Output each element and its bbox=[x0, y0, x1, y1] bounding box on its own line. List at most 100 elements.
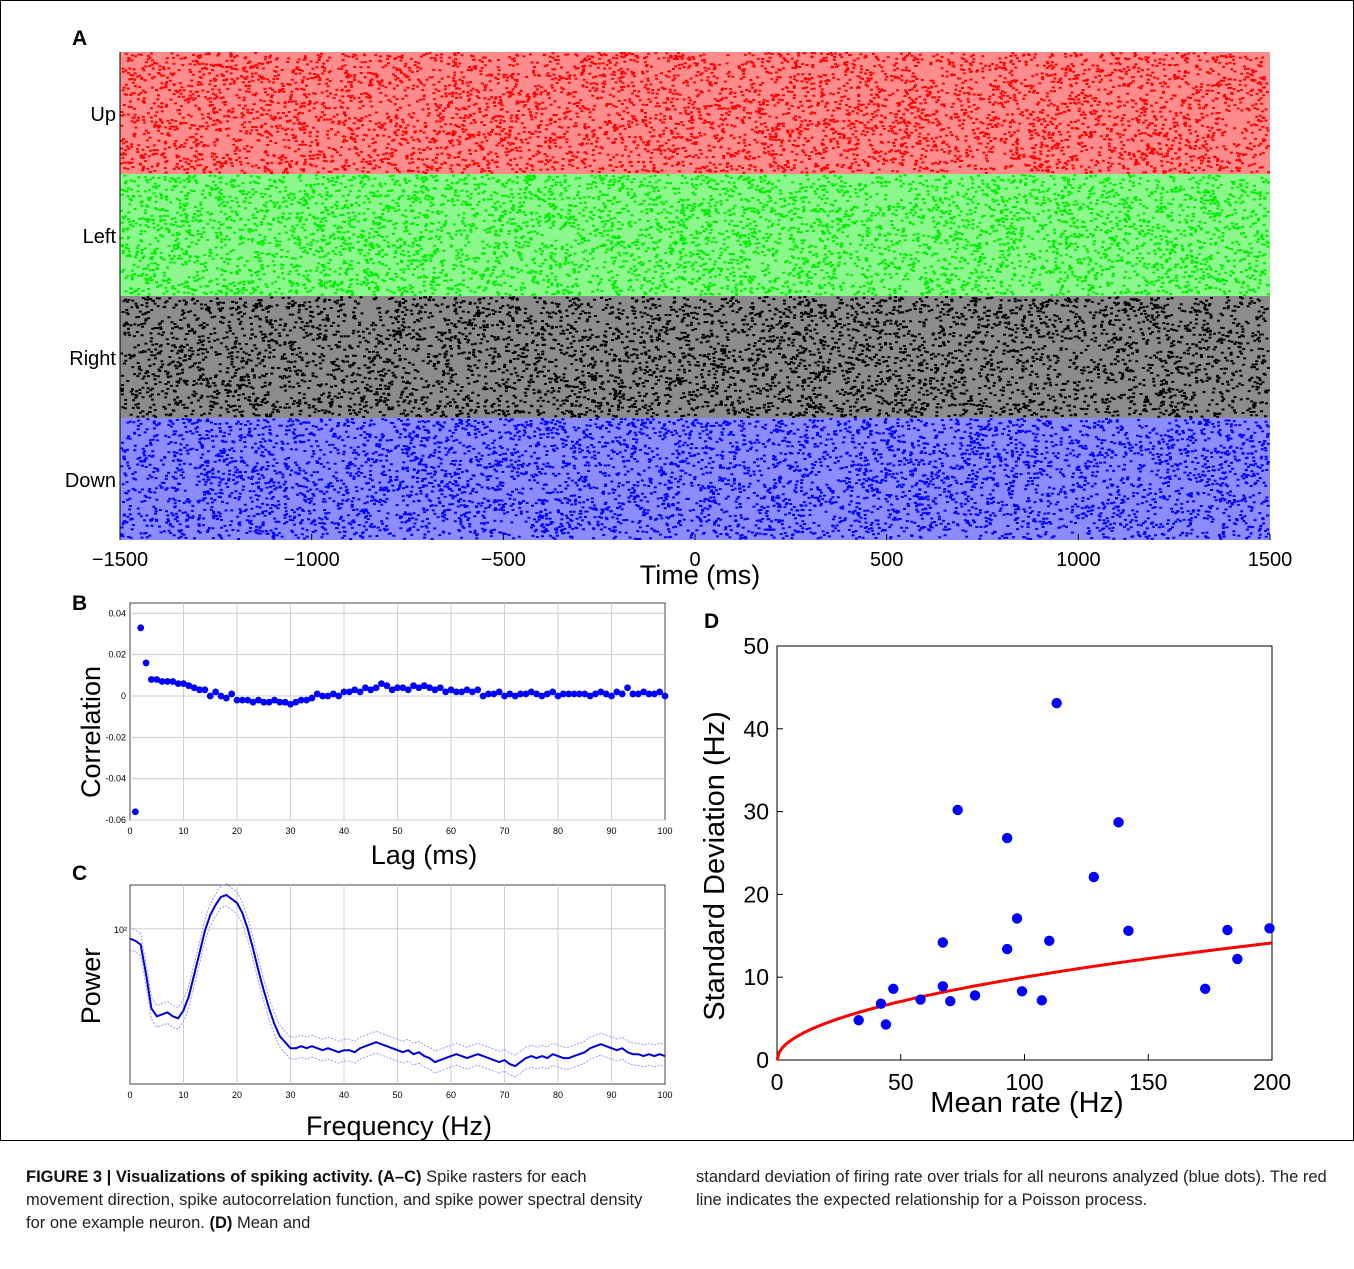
y-tick-label: 0.04 bbox=[108, 608, 126, 618]
autocorr-point bbox=[543, 690, 551, 698]
autocorr-point bbox=[388, 686, 396, 694]
panel-label-d: D bbox=[704, 610, 719, 633]
x-tick-label: 80 bbox=[553, 1090, 563, 1100]
raster-plot bbox=[119, 52, 1271, 540]
autocorr-point bbox=[335, 692, 343, 700]
autocorr-point bbox=[249, 698, 257, 706]
caption-text-2: Mean and bbox=[236, 1214, 311, 1232]
x-tick-label: 60 bbox=[446, 826, 456, 836]
autocorr-point bbox=[255, 696, 262, 704]
raster-band-right bbox=[120, 296, 1271, 418]
x-tick-label: 0 bbox=[127, 1090, 132, 1100]
autocorr-point bbox=[185, 682, 193, 690]
raster-spikes bbox=[120, 52, 1271, 174]
autocorr-point bbox=[645, 690, 653, 698]
panel-label-c: C bbox=[72, 862, 87, 885]
autocorr-point bbox=[613, 688, 621, 696]
autocorr-point bbox=[447, 686, 455, 694]
autocorr-point bbox=[378, 680, 385, 687]
raster-x-tick-label: −1500 bbox=[92, 549, 148, 571]
power-spectrum-line bbox=[129, 893, 666, 1068]
figure-caption-left: FIGURE 3 | Visualizations of spiking act… bbox=[26, 1166, 656, 1235]
autocorr-point bbox=[137, 624, 145, 632]
autocorr-point bbox=[169, 678, 177, 685]
x-tick-label: 80 bbox=[553, 826, 563, 836]
y-tick-label: 0 bbox=[121, 691, 126, 701]
y-tick-label: -0.02 bbox=[105, 732, 126, 742]
neuron-point bbox=[1232, 953, 1243, 965]
autocorr-point bbox=[431, 686, 439, 694]
neuron-point bbox=[937, 981, 949, 992]
power-y-label: Power bbox=[76, 948, 106, 1025]
autocorr-point bbox=[436, 684, 444, 692]
autocorr-point bbox=[345, 688, 353, 696]
autocorr-point bbox=[501, 692, 508, 700]
autocorr-point bbox=[276, 698, 284, 706]
autocorr-point bbox=[458, 688, 466, 696]
raster-band-up bbox=[120, 52, 1271, 174]
x-tick-label: 70 bbox=[499, 826, 509, 836]
y-tick-label: -0.06 bbox=[105, 815, 126, 825]
autocorr-point bbox=[292, 698, 300, 706]
raster-x-tick-label: 1500 bbox=[1248, 549, 1293, 571]
autocorr-x-label: Lag (ms) bbox=[371, 840, 478, 870]
autocorr-point bbox=[538, 692, 546, 700]
x-tick-label: 70 bbox=[499, 1090, 509, 1100]
autocorr-point bbox=[586, 692, 594, 700]
neuron-point bbox=[853, 1015, 864, 1026]
raster-band-fill bbox=[120, 52, 1270, 174]
autocorr-point bbox=[367, 686, 375, 694]
autocorr-point bbox=[233, 696, 241, 704]
x-tick-label: 30 bbox=[285, 1090, 295, 1100]
neuron-point bbox=[1264, 923, 1275, 934]
autocorr-point bbox=[356, 688, 364, 696]
autocorr-point bbox=[592, 690, 599, 698]
autocorr-point bbox=[340, 688, 348, 696]
y-tick-label: 40 bbox=[743, 716, 769, 742]
meansd-y-label: Standard Deviation (Hz) bbox=[699, 711, 731, 1020]
autocorr-point bbox=[190, 684, 198, 692]
autocorr-point bbox=[608, 692, 615, 700]
meansd-x-label: Mean rate (Hz) bbox=[930, 1087, 1123, 1119]
power-spectrum-plot: 0 10 20 30 40 50 60 70 80 90 100 10² bbox=[114, 883, 673, 1100]
power-x-label: Frequency (Hz) bbox=[306, 1111, 492, 1141]
neuron-point bbox=[1001, 832, 1013, 844]
y-tick-label: 0 bbox=[756, 1047, 769, 1073]
neuron-point bbox=[1222, 924, 1233, 936]
raster-spikes bbox=[120, 174, 1270, 296]
y-tick-label: 50 bbox=[743, 633, 769, 659]
x-tick-label: 10 bbox=[178, 826, 188, 836]
autocorr-point bbox=[362, 684, 369, 692]
raster-band-left bbox=[120, 174, 1270, 296]
autocorr-point bbox=[222, 694, 230, 702]
x-tick-label: 40 bbox=[339, 1090, 349, 1100]
autocorr-point bbox=[410, 682, 417, 690]
autocorr-point bbox=[142, 659, 150, 667]
x-tick-label: 100 bbox=[657, 1090, 672, 1100]
neuron-point bbox=[1088, 871, 1100, 883]
power-lower-bound bbox=[129, 905, 666, 1078]
autocorr-point bbox=[549, 688, 557, 696]
autocorr-point bbox=[313, 690, 321, 698]
raster-label-right: Right bbox=[69, 348, 116, 370]
x-tick-label: 50 bbox=[392, 826, 402, 836]
x-tick-label: 40 bbox=[339, 826, 349, 836]
autocorr-point bbox=[602, 690, 610, 698]
x-tick-label: 150 bbox=[1129, 1069, 1167, 1095]
autocorr-point bbox=[238, 696, 246, 704]
autocorr-point bbox=[576, 690, 583, 698]
power-upper-bound bbox=[129, 883, 666, 1056]
autocorr-point bbox=[527, 688, 535, 696]
autocorr-point bbox=[624, 684, 631, 692]
autocorr-point bbox=[153, 676, 161, 683]
raster-x-tick-label: 0 bbox=[689, 549, 700, 571]
raster-x-tick-label: −1000 bbox=[284, 549, 340, 571]
x-tick-label: 20 bbox=[232, 1090, 242, 1100]
autocorr-point bbox=[565, 690, 573, 698]
x-tick-label: 20 bbox=[232, 826, 242, 836]
raster-label-up: Up bbox=[90, 104, 116, 126]
autocorr-point bbox=[329, 690, 337, 698]
autocorr-point bbox=[426, 684, 433, 692]
autocorr-point bbox=[570, 690, 578, 698]
